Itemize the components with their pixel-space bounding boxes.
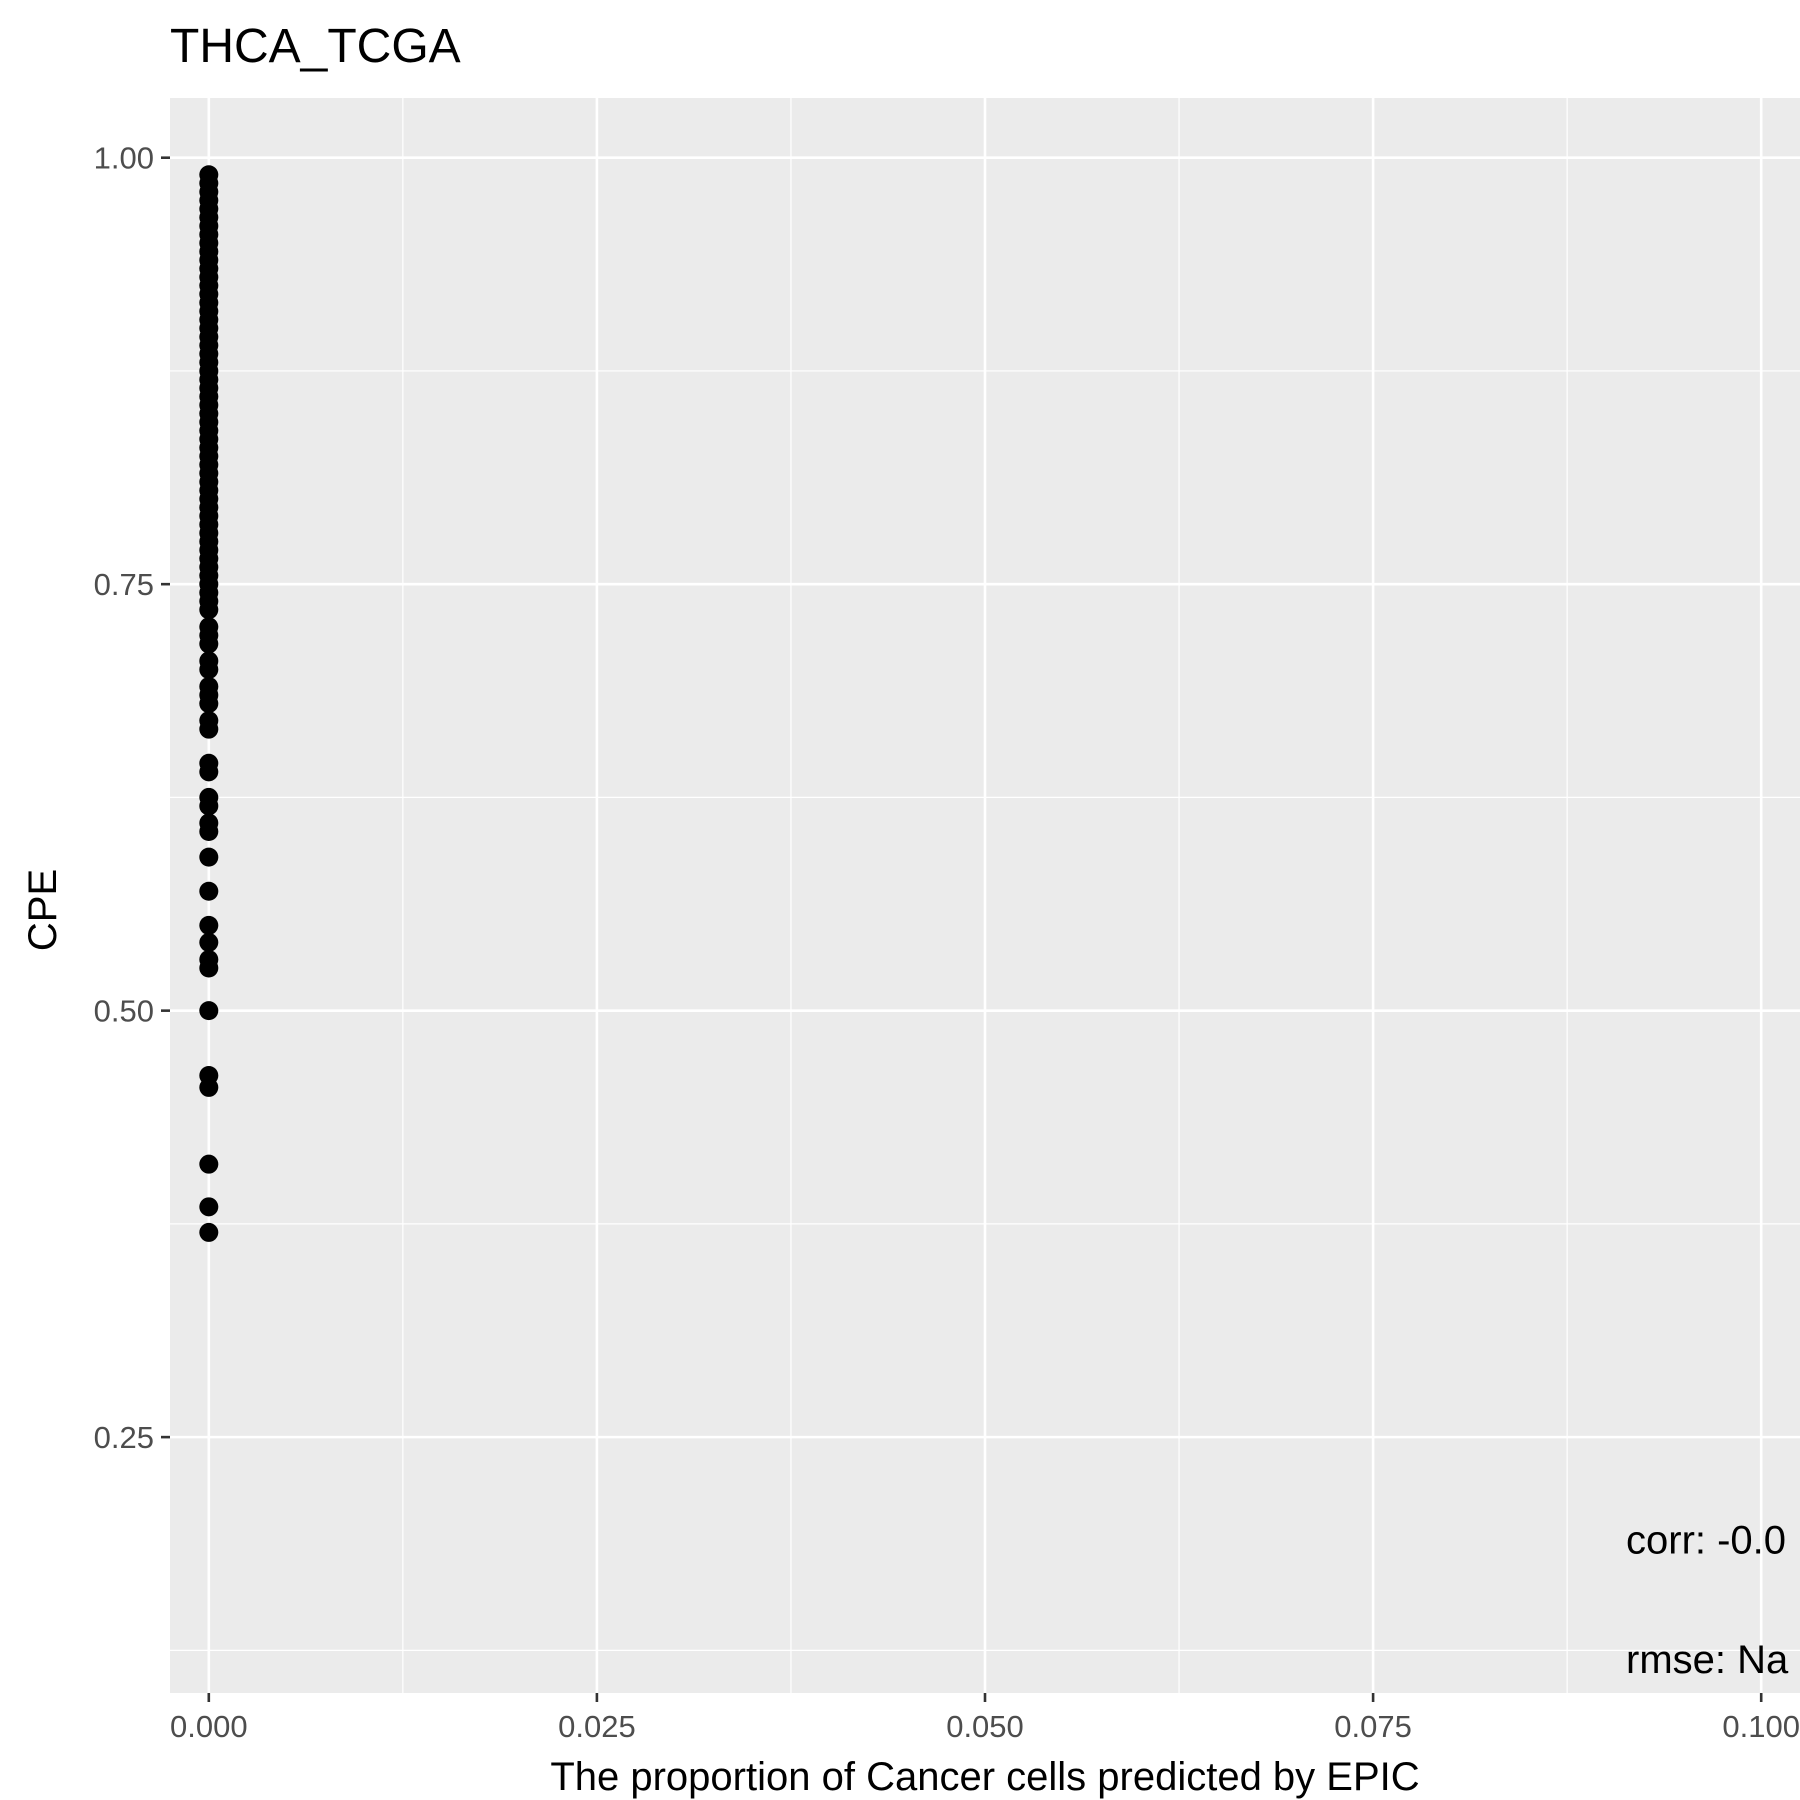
data-point xyxy=(199,762,219,782)
annotation-label: rmse: Na xyxy=(1626,1638,1789,1682)
data-point xyxy=(199,915,219,935)
x-tick-label: 0.050 xyxy=(946,1709,1024,1744)
y-tick-label: 0.25 xyxy=(94,1420,154,1455)
annotations: corr: -0.0 rmse: Na xyxy=(1626,1518,1789,1681)
x-axis: 0.000 0.025 0.050 0.075 0.100 xyxy=(170,1693,1800,1744)
x-tick-label: 0.025 xyxy=(558,1709,636,1744)
data-point xyxy=(199,822,219,842)
data-point xyxy=(199,1001,219,1021)
data-point xyxy=(199,600,219,620)
x-axis-title: The proportion of Cancer cells predicted… xyxy=(550,1755,1419,1799)
data-points xyxy=(199,165,219,1242)
data-point xyxy=(199,847,219,867)
x-tick-label: 0.100 xyxy=(1722,1709,1800,1744)
y-axis: 0.25 0.50 0.75 1.00 xyxy=(94,141,170,1455)
y-tick-label: 0.75 xyxy=(94,567,154,602)
data-point xyxy=(199,659,219,679)
data-point xyxy=(199,634,219,654)
data-point xyxy=(199,1154,219,1174)
x-tick-label: 0.075 xyxy=(1334,1709,1412,1744)
data-point xyxy=(199,932,219,952)
y-tick-label: 0.50 xyxy=(94,994,154,1029)
data-point xyxy=(199,1197,219,1217)
y-tick-label: 1.00 xyxy=(94,141,154,176)
chart-title: THCA_TCGA xyxy=(170,20,461,73)
data-point xyxy=(199,958,219,978)
y-axis-title: CPE xyxy=(21,869,65,951)
x-tick-label: 0.000 xyxy=(170,1709,248,1744)
annotation-label: corr: -0.0 xyxy=(1626,1518,1786,1562)
data-point xyxy=(199,1222,219,1242)
data-point xyxy=(199,719,219,739)
data-point xyxy=(199,881,219,901)
data-point xyxy=(199,694,219,714)
data-point xyxy=(199,796,219,816)
data-point xyxy=(199,1077,219,1097)
